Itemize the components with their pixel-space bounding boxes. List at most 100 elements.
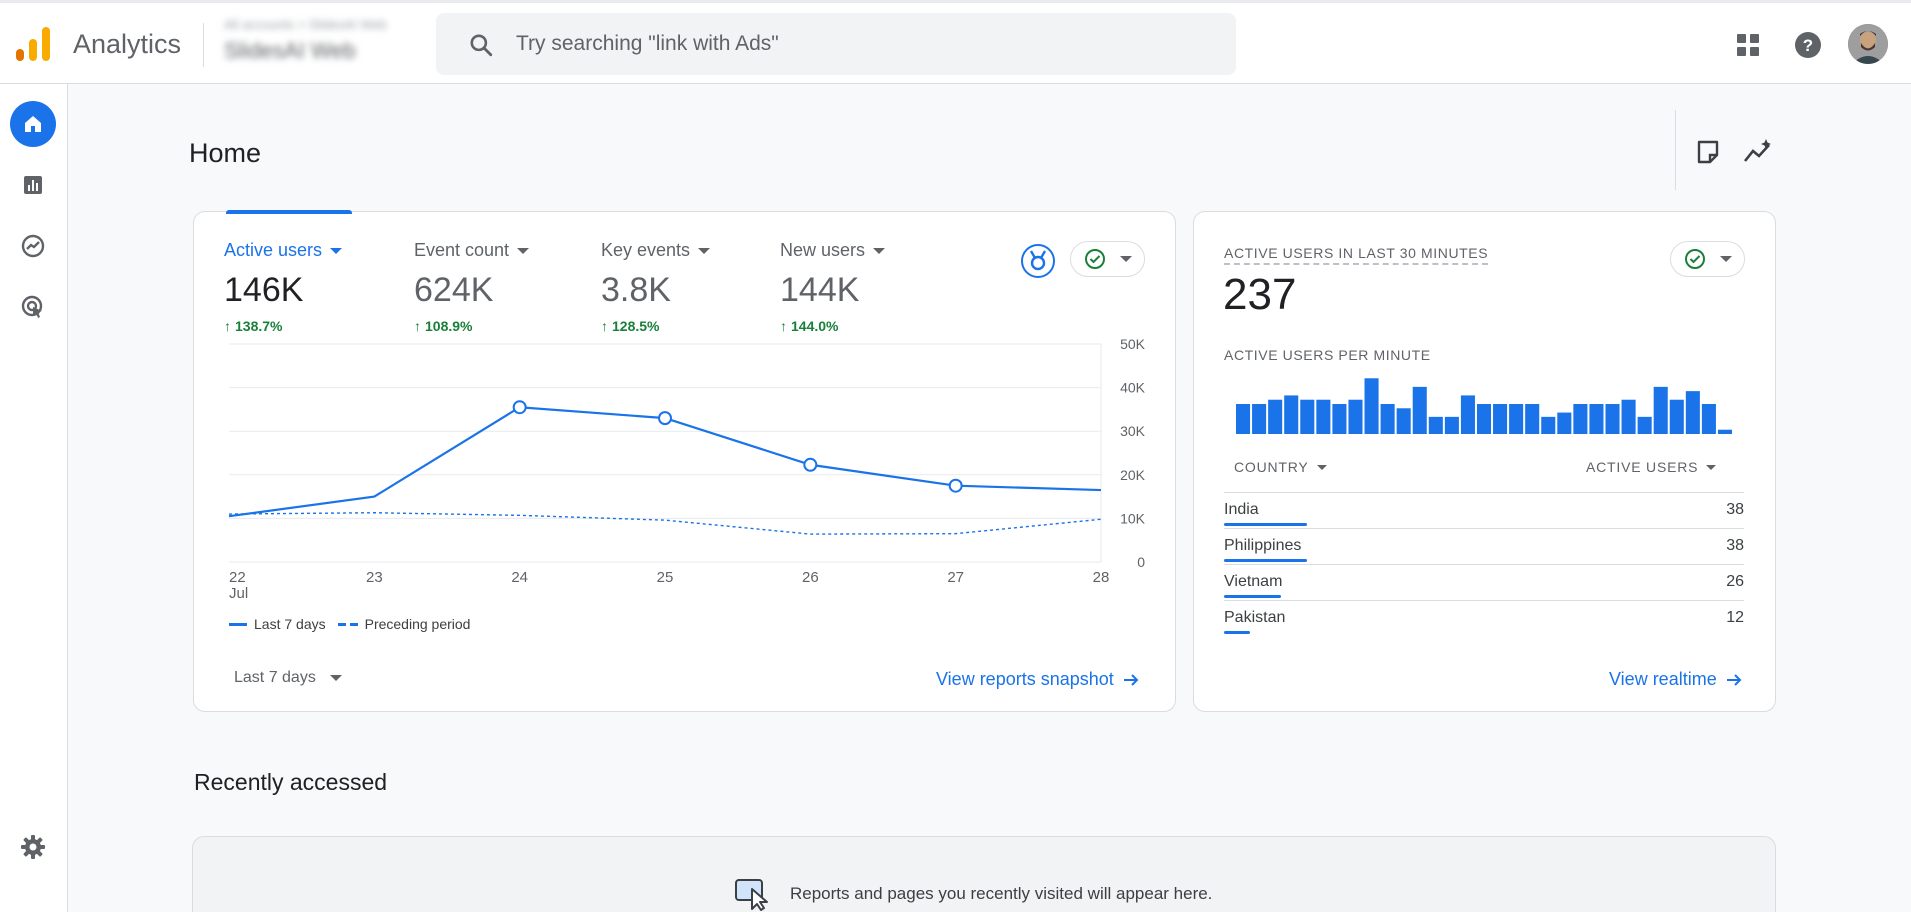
bar[interactable] (1653, 386, 1668, 434)
view-reports-snapshot-link[interactable]: View reports snapshot (936, 669, 1140, 690)
bar[interactable] (1573, 404, 1588, 434)
bar[interactable] (1348, 399, 1363, 434)
per-minute-bar-chart (1236, 378, 1732, 434)
nav-reports[interactable] (10, 162, 56, 208)
realtime-card (1193, 211, 1776, 712)
country-users: 12 (1726, 609, 1744, 626)
metric-delta: 138.7% (235, 318, 283, 334)
bar[interactable] (1541, 416, 1556, 434)
country-column-header[interactable]: COUNTRY (1234, 459, 1327, 475)
bar[interactable] (1316, 399, 1331, 434)
app-name: Analytics (73, 29, 182, 59)
metric-delta: 144.0% (791, 318, 839, 334)
bar[interactable] (1589, 404, 1604, 434)
chevron-down-icon (517, 247, 530, 254)
recommendation-badge-icon[interactable] (1020, 243, 1056, 279)
arrow-up-icon: ↑ (414, 318, 421, 334)
recently-accessed-empty-state: Reports and pages you recently visited w… (734, 877, 1212, 911)
users-header-label: ACTIVE USERS (1586, 459, 1699, 475)
insights-note-icon[interactable] (1694, 138, 1722, 166)
table-row[interactable]: Pakistan 12 (1224, 600, 1744, 636)
bar[interactable] (1717, 429, 1732, 434)
bar[interactable] (1621, 399, 1636, 434)
bar[interactable] (1525, 404, 1540, 434)
nav-admin[interactable] (10, 824, 56, 870)
bar[interactable] (1412, 386, 1427, 434)
view-realtime-link[interactable]: View realtime (1609, 669, 1743, 690)
apps-grid-icon[interactable] (1732, 29, 1764, 61)
bar[interactable] (1396, 408, 1411, 434)
legend-solid-swatch (229, 622, 247, 626)
bar[interactable] (1380, 404, 1395, 434)
reports-icon (24, 176, 42, 194)
bar[interactable] (1332, 404, 1347, 434)
trend-insights-icon[interactable] (1742, 137, 1774, 167)
country-name: India (1224, 501, 1259, 518)
avatar[interactable] (1848, 24, 1888, 64)
property-name: SlidesAI Web (224, 38, 356, 63)
nav-explore[interactable] (10, 223, 56, 269)
bar[interactable] (1444, 416, 1459, 434)
bar[interactable] (1300, 399, 1315, 434)
search-bar[interactable]: Try searching "link with Ads" (436, 13, 1236, 75)
recently-accessed-title: Recently accessed (194, 769, 388, 795)
comparison-status-button[interactable] (1070, 241, 1145, 277)
bar[interactable] (1685, 391, 1700, 434)
bar[interactable] (1509, 404, 1524, 434)
bar[interactable] (1557, 412, 1572, 434)
bar[interactable] (1669, 399, 1684, 434)
arrow-up-icon: ↑ (224, 318, 231, 334)
date-range-label: Last 7 days (234, 669, 316, 686)
bar[interactable] (1428, 416, 1443, 434)
account-selector[interactable]: All accounts > SlidesAI Web SlidesAI Web (224, 17, 424, 73)
bar[interactable] (1493, 404, 1508, 434)
search-icon (470, 34, 493, 57)
country-name: Pakistan (1224, 609, 1286, 626)
check-circle-icon (1684, 249, 1705, 269)
table-row[interactable]: India 38 (1224, 492, 1744, 528)
left-nav (0, 84, 68, 912)
bar[interactable] (1637, 416, 1652, 434)
bar[interactable] (1364, 378, 1379, 434)
chevron-down-icon (1719, 256, 1732, 262)
metric-label: Active users (224, 240, 323, 260)
bar[interactable] (1268, 399, 1283, 434)
bar[interactable] (1476, 404, 1492, 434)
metric-value: 624K (414, 271, 494, 309)
bar[interactable] (1284, 395, 1299, 434)
bar[interactable] (1252, 404, 1267, 434)
legend-dashed-swatch (337, 622, 358, 626)
metric-new-users[interactable]: New users 144K ↑ 144.0% (780, 240, 886, 334)
chevron-down-icon (698, 247, 711, 254)
country-header-label: COUNTRY (1234, 459, 1309, 475)
active-users-column-header[interactable]: ACTIVE USERS (1586, 459, 1717, 475)
svg-text:?: ? (1803, 36, 1813, 55)
chevron-down-icon (873, 247, 886, 254)
table-row[interactable]: Philippines 38 (1224, 528, 1744, 564)
nav-home[interactable] (10, 101, 56, 147)
bar[interactable] (1460, 395, 1475, 434)
bar[interactable] (1701, 404, 1716, 434)
metric-event-count[interactable]: Event count 624K ↑ 108.9% (414, 240, 530, 334)
metric-active-users[interactable]: Active users 146K ↑ 138.7% (224, 240, 343, 334)
bar[interactable] (1236, 404, 1251, 434)
country-name: Vietnam (1224, 573, 1283, 590)
arrow-right-icon (1726, 673, 1742, 686)
analytics-logo-icon[interactable] (16, 27, 52, 63)
table-row[interactable]: Vietnam 26 (1224, 564, 1744, 600)
metric-value: 146K (224, 271, 304, 309)
realtime-title[interactable]: ACTIVE USERS IN LAST 30 MINUTES (1224, 245, 1489, 265)
bar[interactable] (1605, 404, 1620, 434)
realtime-status-button[interactable] (1670, 241, 1745, 277)
empty-state-message: Reports and pages you recently visited w… (790, 884, 1213, 903)
help-icon[interactable]: ? (1792, 29, 1824, 61)
date-range-selector[interactable]: Last 7 days (234, 669, 342, 687)
header-separator (1675, 110, 1676, 190)
chevron-down-icon (1706, 464, 1717, 470)
link-label: View realtime (1609, 669, 1717, 689)
nav-advertising[interactable] (10, 284, 56, 330)
advertising-icon (21, 295, 43, 318)
metric-key-events[interactable]: Key events 3.8K ↑ 128.5% (601, 240, 711, 334)
user-avatar-icon (1848, 24, 1888, 64)
metric-label: Key events (601, 240, 691, 260)
